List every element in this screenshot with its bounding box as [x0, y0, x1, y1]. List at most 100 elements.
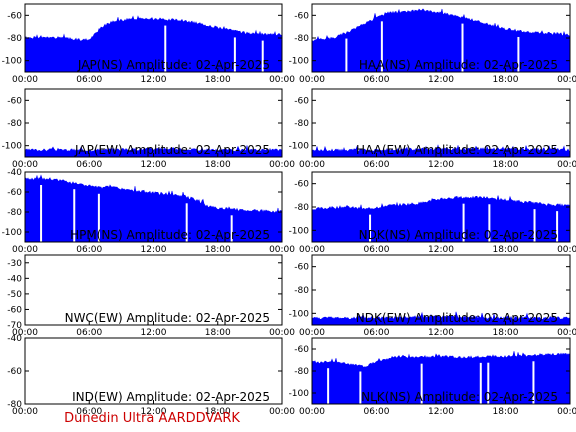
panel-title: NDK(NS) Amplitude: 02-Apr-2025 — [359, 228, 558, 242]
y-tick-label: -60 — [7, 305, 22, 315]
panel-title: HAA(NS) Amplitude: 02-Apr-2025 — [359, 58, 558, 72]
y-tick-label: -50 — [7, 290, 22, 300]
x-tick-label: 12:00 — [141, 328, 167, 338]
x-tick-label: 06:00 — [364, 328, 390, 338]
x-tick-label: 12:00 — [428, 328, 454, 338]
y-tick-label: -100 — [289, 389, 310, 399]
y-tick-label: -80 — [294, 203, 309, 213]
x-tick-label: 00:00 — [12, 75, 38, 85]
x-tick-label: 00:00 — [269, 328, 295, 338]
amplitude-trace — [312, 195, 570, 242]
y-tick-label: -60 — [7, 188, 22, 198]
x-tick-label: 06:00 — [76, 160, 102, 170]
x-tick-label: 00:00 — [557, 160, 576, 170]
amplitude-trace — [312, 8, 570, 72]
amplitude-trace — [25, 15, 282, 72]
amplitude-panel: -70 -60 -50 -40 -30 00:00 06:00 12:00 18:00 00:00… — [7, 254, 295, 338]
amplitude-panel: -100 -80 -60 00:00 06:00 12:00 18:00 00:00 HAA(N… — [289, 3, 576, 85]
panel-title: JAP(NS) Amplitude: 02-Apr-2025 — [77, 58, 270, 72]
x-tick-label: 00:00 — [12, 328, 38, 338]
x-tick-label: 18:00 — [205, 328, 231, 338]
y-tick-label: -60 — [7, 96, 22, 106]
x-tick-label: 00:00 — [299, 328, 325, 338]
x-tick-label: 12:00 — [141, 407, 167, 417]
x-tick-label: 06:00 — [76, 75, 102, 85]
y-tick-label: -60 — [294, 96, 309, 106]
amplitude-panel: -100 -80 -60 00:00 06:00 12:00 18:00 00:00 JAP(E… — [2, 88, 295, 170]
y-tick-label: -60 — [7, 11, 22, 21]
x-tick-label: 06:00 — [76, 328, 102, 338]
x-tick-label: 12:00 — [428, 75, 454, 85]
x-tick-label: 00:00 — [299, 160, 325, 170]
y-tick-label: -30 — [7, 259, 22, 269]
y-tick-label: -60 — [294, 345, 309, 355]
panel-title: JAP(EW) Amplitude: 02-Apr-2025 — [74, 143, 270, 157]
x-tick-label: 18:00 — [493, 407, 519, 417]
y-tick-label: -80 — [7, 400, 22, 410]
x-tick-label: 12:00 — [141, 75, 167, 85]
panel-title: IND(EW) Amplitude: 02-Apr-2025 — [72, 390, 270, 404]
y-tick-label: -40 — [7, 168, 22, 178]
x-tick-label: 12:00 — [141, 245, 167, 255]
y-tick-label: -60 — [7, 367, 22, 377]
x-tick-label: 06:00 — [364, 75, 390, 85]
x-tick-label: 12:00 — [428, 407, 454, 417]
y-tick-label: -100 — [289, 226, 310, 236]
y-tick-label: -80 — [294, 34, 309, 44]
y-tick-label: -100 — [2, 142, 23, 152]
y-tick-label: -100 — [289, 309, 310, 319]
x-tick-label: 18:00 — [205, 407, 231, 417]
amplitude-trace — [312, 351, 570, 404]
x-tick-label: 00:00 — [269, 245, 295, 255]
y-tick-label: -100 — [289, 142, 310, 152]
panel-title: HAA(EW) Amplitude: 02-Apr-2025 — [356, 143, 558, 157]
x-tick-label: 06:00 — [364, 407, 390, 417]
amplitude-trace — [25, 174, 282, 242]
x-tick-label: 12:00 — [428, 160, 454, 170]
y-tick-label: -100 — [2, 228, 23, 238]
x-tick-label: 00:00 — [12, 160, 38, 170]
y-tick-label: -80 — [294, 367, 309, 377]
panel-title: NWC(EW) Amplitude: 02-Apr-2025 — [65, 311, 270, 325]
y-tick-label: -100 — [2, 57, 23, 67]
y-tick-label: -80 — [7, 119, 22, 129]
x-tick-label: 00:00 — [557, 328, 576, 338]
y-tick-label: -100 — [289, 57, 310, 67]
x-tick-label: 00:00 — [269, 160, 295, 170]
amplitude-panel: -100 -80 -60 00:00 06:00 12:00 18:00 00:00 HAA(E… — [289, 88, 576, 170]
amplitude-panel: -100 -80 -60 00:00 06:00 12:00 18:00 00:00 NLK(N… — [289, 337, 576, 417]
y-tick-label: -60 — [294, 263, 309, 273]
y-tick-label: -80 — [7, 208, 22, 218]
amplitude-panel: -80 -60 -40 00:00 06:00 12:00 18:00 00:00 IND(EW… — [7, 334, 295, 417]
x-tick-label: 00:00 — [299, 245, 325, 255]
amplitude-panel: -100 -80 -60 00:00 06:00 12:00 18:00 00:00 NDK(N… — [289, 171, 576, 255]
x-tick-label: 00:00 — [269, 75, 295, 85]
footer-label: Dunedin Ultra AARDDVARK — [64, 411, 240, 426]
x-tick-label: 18:00 — [205, 245, 231, 255]
x-tick-label: 06:00 — [76, 407, 102, 417]
x-tick-label: 00:00 — [557, 75, 576, 85]
panel-title: NLK(NS) Amplitude: 02-Apr-2025 — [361, 390, 558, 404]
y-tick-label: -60 — [294, 11, 309, 21]
amplitude-panel: -100 -80 -60 -40 00:00 06:00 12:00 18:00 00:00 HP… — [2, 168, 296, 255]
x-tick-label: 18:00 — [493, 75, 519, 85]
x-tick-label: 00:00 — [557, 407, 576, 417]
x-tick-label: 12:00 — [141, 160, 167, 170]
x-tick-label: 18:00 — [205, 75, 231, 85]
y-tick-label: -80 — [7, 34, 22, 44]
y-tick-label: -80 — [294, 286, 309, 296]
y-tick-label: -40 — [7, 334, 22, 344]
y-tick-label: -40 — [7, 274, 22, 284]
y-tick-label: -70 — [7, 321, 22, 331]
x-tick-label: 00:00 — [269, 407, 295, 417]
x-tick-label: 12:00 — [428, 245, 454, 255]
panel-title: NDK(EW) Amplitude: 02-Apr-2025 — [356, 311, 558, 325]
x-tick-label: 18:00 — [493, 328, 519, 338]
x-tick-label: 00:00 — [299, 75, 325, 85]
x-tick-label: 00:00 — [299, 407, 325, 417]
x-tick-label: 18:00 — [493, 160, 519, 170]
y-tick-label: -60 — [294, 180, 309, 190]
panel-title: HPM(NS) Amplitude: 02-Apr-2025 — [70, 228, 270, 242]
